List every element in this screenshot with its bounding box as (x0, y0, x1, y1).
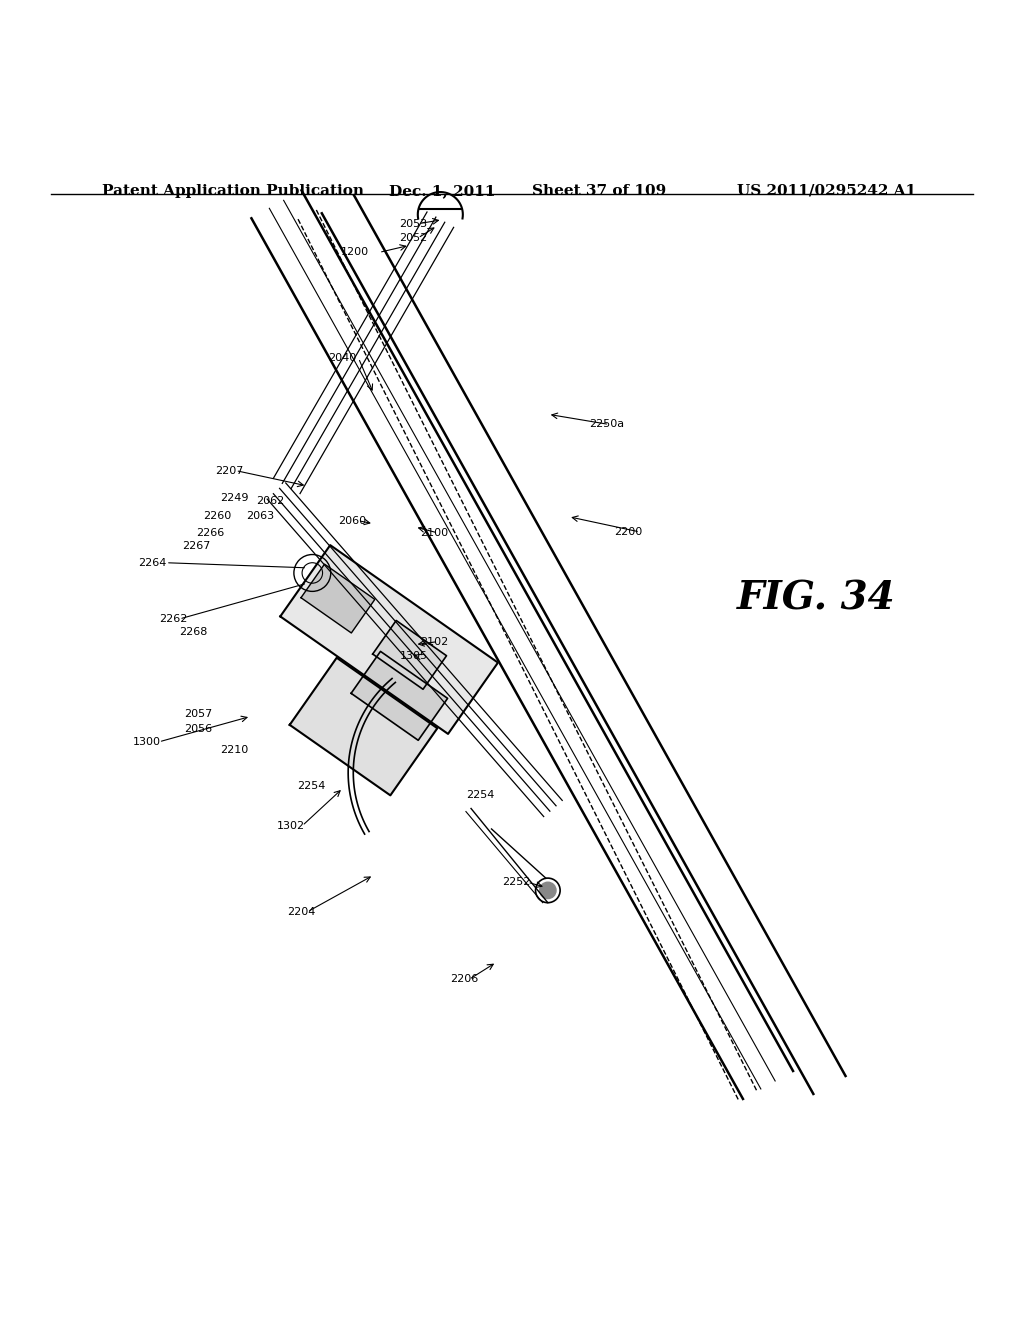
Text: 2268: 2268 (179, 627, 208, 638)
Text: 2057: 2057 (184, 709, 213, 719)
Text: 2100: 2100 (420, 528, 447, 539)
Text: 2053: 2053 (399, 219, 427, 228)
Text: 2252: 2252 (502, 878, 530, 887)
Text: 2250a: 2250a (589, 420, 624, 429)
Text: 2062: 2062 (256, 496, 285, 507)
Text: 2249: 2249 (220, 494, 249, 503)
Text: 1300: 1300 (133, 737, 161, 747)
Text: Patent Application Publication: Patent Application Publication (102, 183, 365, 198)
Polygon shape (351, 651, 447, 741)
Polygon shape (281, 545, 498, 734)
Text: 2102: 2102 (420, 636, 449, 647)
Text: 2052: 2052 (399, 234, 428, 243)
Text: 2206: 2206 (451, 974, 479, 985)
Text: Sheet 37 of 109: Sheet 37 of 109 (532, 183, 667, 198)
Text: 2040: 2040 (328, 352, 356, 363)
Text: FIG. 34: FIG. 34 (737, 579, 896, 618)
Text: 2056: 2056 (184, 723, 212, 734)
Text: 1302: 1302 (276, 821, 304, 830)
Text: 2260: 2260 (203, 511, 231, 520)
Polygon shape (301, 564, 375, 634)
Text: 1305: 1305 (399, 651, 427, 661)
Text: Dec. 1, 2011: Dec. 1, 2011 (389, 183, 496, 198)
Text: 2266: 2266 (197, 528, 225, 539)
Text: 2063: 2063 (246, 511, 273, 520)
Text: 2262: 2262 (159, 614, 187, 624)
Text: 2254: 2254 (466, 791, 495, 800)
Polygon shape (373, 620, 446, 689)
Text: 1200: 1200 (341, 247, 369, 257)
Circle shape (540, 882, 556, 899)
Text: 2204: 2204 (287, 907, 315, 917)
Text: 2207: 2207 (215, 466, 244, 475)
Text: 2264: 2264 (138, 558, 167, 568)
Text: 2060: 2060 (338, 516, 366, 525)
Polygon shape (290, 657, 437, 796)
Text: US 2011/0295242 A1: US 2011/0295242 A1 (737, 183, 916, 198)
Text: 2200: 2200 (614, 527, 643, 537)
Text: 2210: 2210 (220, 744, 249, 755)
Text: 2267: 2267 (182, 541, 211, 552)
Text: 2254: 2254 (297, 781, 326, 791)
